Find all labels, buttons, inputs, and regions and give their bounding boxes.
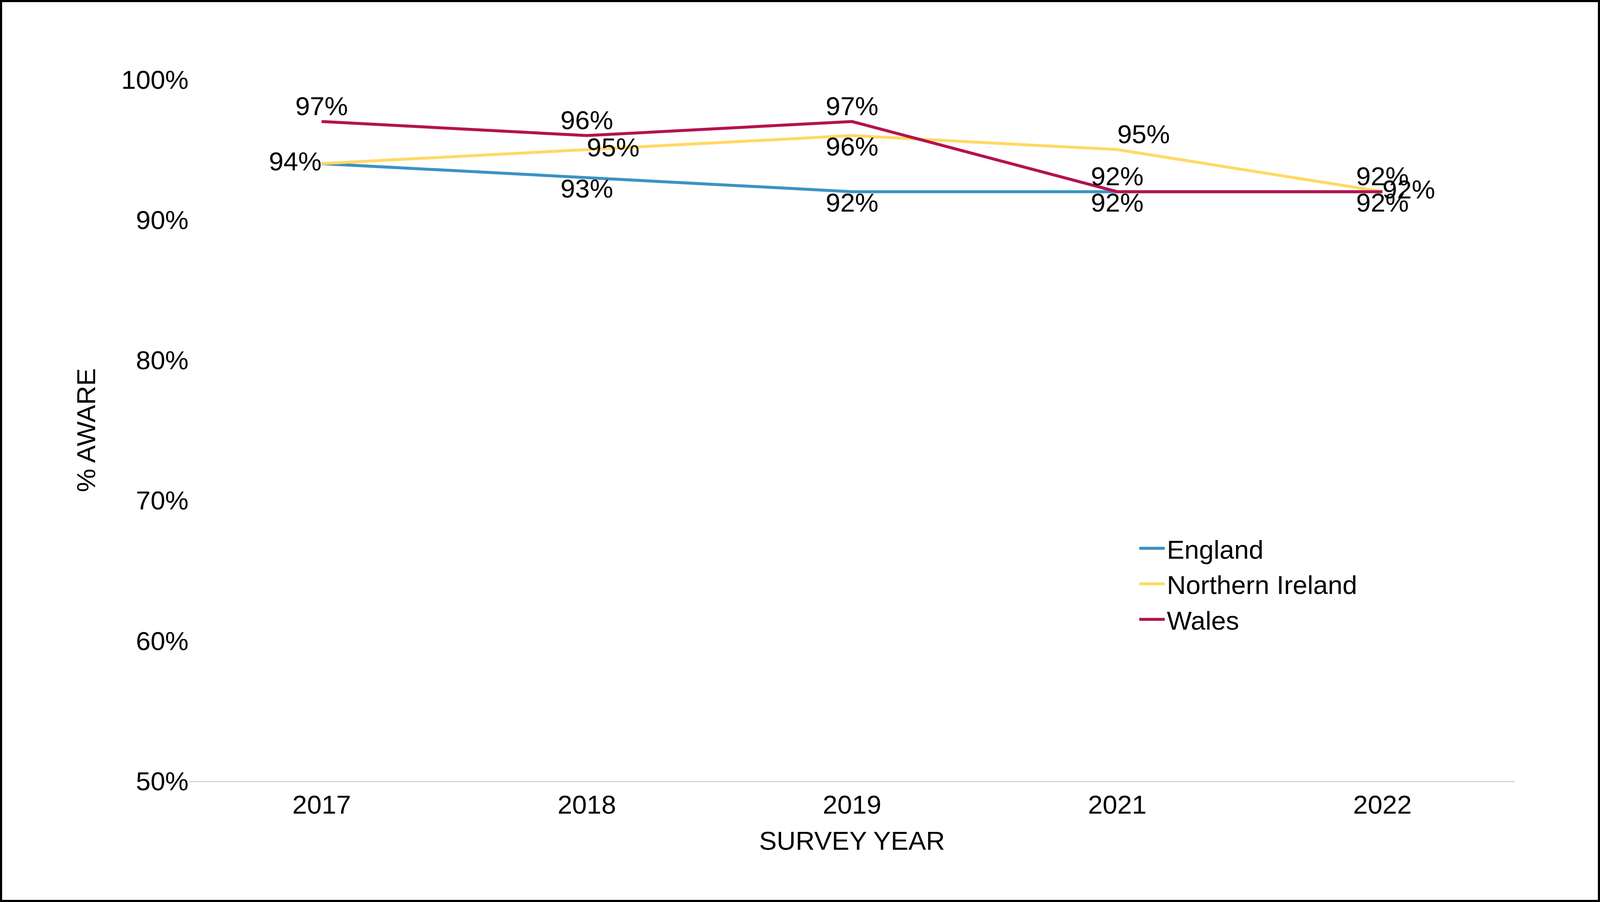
svg-text:93%: 93% xyxy=(560,173,614,204)
svg-text:2022: 2022 xyxy=(1353,789,1412,819)
svg-text:90%: 90% xyxy=(135,205,189,235)
svg-text:Wales: Wales xyxy=(1166,605,1239,635)
svg-text:2018: 2018 xyxy=(557,789,617,819)
svg-text:2017: 2017 xyxy=(292,789,351,819)
svg-text:97%: 97% xyxy=(825,91,879,121)
svg-text:92%: 92% xyxy=(1356,187,1409,218)
svg-text:60%: 60% xyxy=(135,626,189,656)
svg-text:95%: 95% xyxy=(1117,119,1170,149)
svg-text:92%: 92% xyxy=(1090,187,1144,218)
svg-text:80%: 80% xyxy=(135,345,189,375)
svg-text:96%: 96% xyxy=(560,105,614,135)
svg-text:2021: 2021 xyxy=(1087,789,1147,819)
svg-text:92%: 92% xyxy=(1090,161,1144,191)
svg-text:70%: 70% xyxy=(135,485,189,515)
svg-text:England: England xyxy=(1166,534,1264,565)
svg-text:Northern Ireland: Northern Ireland xyxy=(1166,570,1358,600)
svg-text:95%: 95% xyxy=(586,132,640,162)
svg-text:96%: 96% xyxy=(825,131,879,161)
svg-text:SURVEY YEAR: SURVEY YEAR xyxy=(759,825,946,856)
svg-text:% AWARE: % AWARE xyxy=(71,368,101,493)
svg-text:50%: 50% xyxy=(135,766,189,796)
svg-text:97%: 97% xyxy=(295,91,348,121)
svg-text:92%: 92% xyxy=(1382,174,1436,204)
svg-text:94%: 94% xyxy=(268,146,322,176)
svg-text:100%: 100% xyxy=(121,64,189,95)
svg-text:2019: 2019 xyxy=(822,789,882,819)
svg-text:92%: 92% xyxy=(825,187,879,218)
svg-text:92%: 92% xyxy=(1356,161,1409,191)
